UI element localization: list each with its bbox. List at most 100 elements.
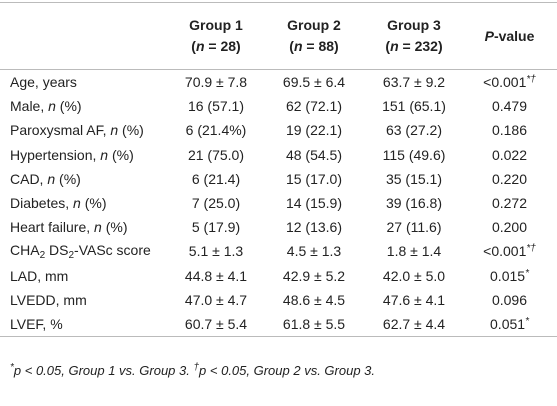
text-segment: 0.015 bbox=[490, 267, 526, 284]
cell: 62 (72.1) bbox=[262, 94, 366, 118]
cell: 5.1 ± 1.3 bbox=[170, 239, 262, 263]
text-segment: LVEF, % bbox=[10, 315, 63, 332]
text-segment: p < 0.05, Group 2 vs. Group 3. bbox=[199, 363, 376, 378]
cell: 0.479 bbox=[462, 94, 557, 118]
text-segment: Hypertension, bbox=[10, 146, 101, 163]
footnote: *p < 0.05, Group 1 vs. Group 3. †p < 0.0… bbox=[10, 362, 375, 378]
text-segment: 14 (15.9) bbox=[285, 195, 343, 212]
cell: 21 (75.0) bbox=[170, 143, 262, 167]
row-label: Age, years bbox=[0, 70, 170, 95]
text-segment: n bbox=[100, 146, 109, 163]
table-row: CAD, n (%) 6 (21.4) 15 (17.0) 35 (15.1) 0.22… bbox=[0, 167, 557, 191]
row-label: LAD, mm bbox=[0, 264, 170, 288]
text-segment: p < 0.05, Group 1 vs. Group 3. bbox=[13, 363, 194, 378]
text-segment: *† bbox=[526, 243, 536, 255]
cell: 19 (22.1) bbox=[262, 118, 366, 142]
cell: 115 (49.6) bbox=[366, 143, 462, 167]
row-label: LVEF, % bbox=[0, 311, 170, 338]
text-segment: † bbox=[193, 362, 200, 373]
header-cell bbox=[0, 2, 170, 70]
header-row: Group 1 (n = 28) Group 2 (n = 88) Group 3 (n … bbox=[0, 2, 557, 70]
text-segment: n bbox=[94, 219, 102, 236]
header-cell: Group 2 (n = 88) bbox=[262, 2, 366, 70]
table-header: Group 1 (n = 28) Group 2 (n = 88) Group 3 (n … bbox=[0, 2, 557, 70]
cell: 35 (15.1) bbox=[366, 167, 462, 191]
header-cell: Group 1 (n = 28) bbox=[170, 2, 262, 70]
text-segment: 0.051 bbox=[490, 315, 526, 332]
text-segment: P bbox=[484, 27, 494, 44]
text-segment: n bbox=[48, 98, 56, 115]
cell: 0.272 bbox=[462, 191, 557, 215]
text-segment: -value bbox=[493, 27, 535, 44]
text-segment: n bbox=[73, 195, 81, 212]
text-segment: 16 (57.1) bbox=[187, 98, 245, 115]
text-segment: 1.8 ± 1.4 bbox=[386, 243, 442, 260]
text-segment: (%) bbox=[55, 170, 81, 187]
text-segment: <0.001 bbox=[483, 74, 527, 91]
text-segment: 69.5 ± 6.4 bbox=[282, 74, 346, 91]
text-segment: <0.001 bbox=[483, 243, 527, 260]
row-label: Paroxysmal AF, n (%) bbox=[0, 118, 170, 142]
text-segment: (%) bbox=[108, 146, 134, 163]
text-segment: = 28) bbox=[204, 38, 241, 54]
text-segment: 39 (16.8) bbox=[385, 195, 443, 212]
header-line: Group 2 bbox=[287, 17, 341, 33]
text-segment: 60.7 ± 5.4 bbox=[184, 315, 248, 332]
cell: 42.0 ± 5.0 bbox=[366, 264, 462, 288]
header-line: (n = 28) bbox=[171, 36, 261, 57]
text-segment: 0.186 bbox=[491, 122, 528, 139]
header-cell: Group 3 (n = 232) bbox=[366, 2, 462, 70]
cell: 6 (21.4%) bbox=[170, 118, 262, 142]
text-segment: n bbox=[293, 38, 303, 54]
text-segment: CHA bbox=[10, 241, 40, 258]
header-line: (n = 88) bbox=[263, 36, 365, 57]
text-segment: 6 (21.4) bbox=[191, 170, 241, 187]
text-segment: 6 (21.4%) bbox=[185, 122, 247, 139]
text-segment: 7 (25.0) bbox=[191, 195, 241, 212]
row-label: LVEDD, mm bbox=[0, 288, 170, 312]
text-segment: DS bbox=[45, 241, 69, 258]
text-segment: Male, bbox=[10, 98, 49, 115]
cell: 0.186 bbox=[462, 118, 557, 142]
table-row: Age, years 70.9 ± 7.8 69.5 ± 6.4 63.7 ± 9.2… bbox=[0, 70, 557, 95]
text-segment: 0.200 bbox=[491, 219, 528, 236]
cell: 15 (17.0) bbox=[262, 167, 366, 191]
text-segment: 42.9 ± 5.2 bbox=[282, 267, 346, 284]
cell: 61.8 ± 5.5 bbox=[262, 311, 366, 338]
cell: 7 (25.0) bbox=[170, 191, 262, 215]
cell: <0.001*† bbox=[462, 70, 557, 95]
cell: 6 (21.4) bbox=[170, 167, 262, 191]
table-row: Male, n (%) 16 (57.1) 62 (72.1) 151 (65.1) 0… bbox=[0, 94, 557, 118]
text-segment: 62.7 ± 4.4 bbox=[382, 315, 446, 332]
text-segment: 48 (54.5) bbox=[285, 146, 343, 163]
text-segment: 21 (75.0) bbox=[187, 146, 245, 163]
text-segment: Heart failure, bbox=[10, 219, 95, 236]
cell: 42.9 ± 5.2 bbox=[262, 264, 366, 288]
text-segment: * bbox=[525, 267, 529, 279]
text-segment: Age, years bbox=[10, 74, 77, 91]
table-row: LAD, mm 44.8 ± 4.1 42.9 ± 5.2 42.0 ± 5.0 0.0… bbox=[0, 264, 557, 288]
text-segment: (%) bbox=[101, 219, 128, 236]
row-label: Hypertension, n (%) bbox=[0, 143, 170, 167]
table-row: LVEDD, mm 47.0 ± 4.7 48.6 ± 4.5 47.6 ± 4.1 0… bbox=[0, 288, 557, 312]
text-segment: -VASc score bbox=[74, 241, 151, 258]
table-body: Age, years 70.9 ± 7.8 69.5 ± 6.4 63.7 ± 9.2… bbox=[0, 70, 557, 338]
text-segment: 47.0 ± 4.7 bbox=[184, 291, 248, 308]
cell: 16 (57.1) bbox=[170, 94, 262, 118]
header-cell: P-value bbox=[462, 2, 557, 70]
text-segment: = 88) bbox=[302, 38, 339, 54]
cell: 27 (11.6) bbox=[366, 215, 462, 239]
text-segment: 27 (11.6) bbox=[386, 219, 442, 236]
cell: 0.015* bbox=[462, 264, 557, 288]
text-segment: 0.272 bbox=[491, 195, 528, 212]
text-segment: 0.220 bbox=[491, 170, 528, 187]
text-segment: n bbox=[110, 122, 119, 139]
cell: 62.7 ± 4.4 bbox=[366, 311, 462, 338]
header-line: P-value bbox=[463, 26, 556, 47]
text-segment: 5.1 ± 1.3 bbox=[188, 243, 244, 260]
cell: 47.0 ± 4.7 bbox=[170, 288, 262, 312]
text-segment: ( bbox=[289, 38, 294, 54]
cell: 1.8 ± 1.4 bbox=[366, 239, 462, 263]
table-row: Paroxysmal AF, n (%) 6 (21.4%) 19 (22.1) 63… bbox=[0, 118, 557, 142]
